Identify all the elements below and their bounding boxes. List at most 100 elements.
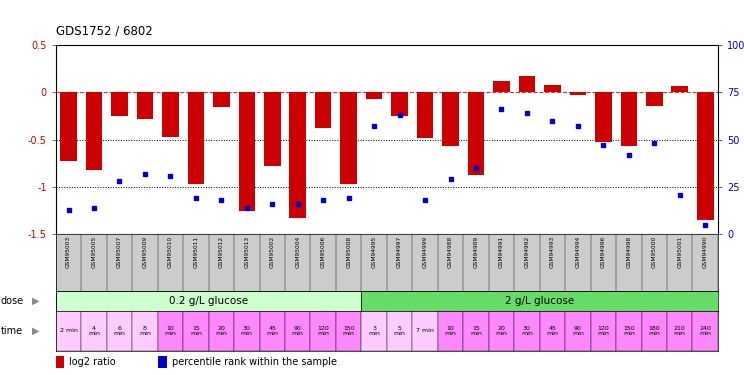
Text: GSM94993: GSM94993 xyxy=(550,236,555,268)
Text: GSM94988: GSM94988 xyxy=(448,236,453,268)
Bar xyxy=(544,85,561,92)
Text: 90
min: 90 min xyxy=(292,326,304,336)
Text: GSM94994: GSM94994 xyxy=(575,236,580,268)
Bar xyxy=(641,311,667,351)
Text: ▶: ▶ xyxy=(32,296,39,306)
Bar xyxy=(493,81,510,92)
Bar xyxy=(464,311,489,351)
Text: time: time xyxy=(1,326,23,336)
Bar xyxy=(56,356,65,368)
Bar xyxy=(646,92,663,106)
Text: GSM95003: GSM95003 xyxy=(66,236,71,268)
Text: 20
min: 20 min xyxy=(496,326,507,336)
Text: GSM95007: GSM95007 xyxy=(117,236,122,268)
Text: GSM95002: GSM95002 xyxy=(270,236,275,268)
Text: GSM94998: GSM94998 xyxy=(626,236,632,268)
Bar xyxy=(260,311,285,351)
Text: GDS1752 / 6802: GDS1752 / 6802 xyxy=(56,24,153,38)
Text: 90
min: 90 min xyxy=(572,326,584,336)
Text: GSM94996: GSM94996 xyxy=(601,236,606,268)
Bar xyxy=(315,92,332,128)
Bar xyxy=(565,311,591,351)
Bar xyxy=(183,311,208,351)
Bar xyxy=(234,311,260,351)
Bar xyxy=(239,92,255,211)
Bar xyxy=(111,92,128,116)
Bar xyxy=(208,311,234,351)
Text: 150
min: 150 min xyxy=(343,326,355,336)
Text: 20
min: 20 min xyxy=(216,326,227,336)
Bar xyxy=(362,291,718,311)
Bar xyxy=(570,92,586,95)
Text: GSM94990: GSM94990 xyxy=(703,236,708,268)
Text: log2 ratio: log2 ratio xyxy=(69,357,115,367)
Text: GSM95012: GSM95012 xyxy=(219,236,224,268)
Bar xyxy=(60,92,77,160)
Text: 15
min: 15 min xyxy=(470,326,482,336)
Text: 2 g/L glucose: 2 g/L glucose xyxy=(505,296,574,306)
Bar xyxy=(285,311,310,351)
Bar xyxy=(595,92,612,142)
Bar xyxy=(158,311,183,351)
Bar xyxy=(620,92,637,146)
Text: 180
min: 180 min xyxy=(648,326,660,336)
Bar xyxy=(693,311,718,351)
Bar xyxy=(132,311,158,351)
Bar xyxy=(56,291,362,311)
Bar xyxy=(366,92,382,99)
Bar xyxy=(86,92,102,170)
Text: dose: dose xyxy=(1,296,24,306)
Text: GSM95006: GSM95006 xyxy=(321,236,326,268)
Bar xyxy=(81,311,106,351)
Text: GSM95000: GSM95000 xyxy=(652,236,657,268)
Bar xyxy=(667,311,693,351)
Bar xyxy=(387,311,412,351)
Text: 210
min: 210 min xyxy=(674,326,686,336)
Text: GSM94992: GSM94992 xyxy=(525,236,530,268)
Bar xyxy=(336,311,362,351)
Bar xyxy=(137,92,153,119)
Bar xyxy=(391,92,408,116)
Text: 0.2 g/L glucose: 0.2 g/L glucose xyxy=(169,296,248,306)
Text: 6
min: 6 min xyxy=(114,326,126,336)
Bar xyxy=(417,92,433,138)
Text: 3
min: 3 min xyxy=(368,326,380,336)
Text: GSM94989: GSM94989 xyxy=(473,236,478,268)
Text: GSM95009: GSM95009 xyxy=(142,236,147,268)
Text: 45
min: 45 min xyxy=(547,326,558,336)
Text: 120
min: 120 min xyxy=(317,326,329,336)
Bar xyxy=(341,92,357,184)
Bar xyxy=(539,311,565,351)
Text: 30
min: 30 min xyxy=(241,326,253,336)
Bar xyxy=(437,311,464,351)
Text: 4
min: 4 min xyxy=(88,326,100,336)
Text: GSM94999: GSM94999 xyxy=(423,236,428,268)
Bar xyxy=(519,76,535,92)
Bar xyxy=(187,92,204,184)
Text: GSM95001: GSM95001 xyxy=(677,236,682,268)
Text: 120
min: 120 min xyxy=(597,326,609,336)
Text: ▶: ▶ xyxy=(32,326,39,336)
Text: percentile rank within the sample: percentile rank within the sample xyxy=(172,357,337,367)
Text: GSM95010: GSM95010 xyxy=(168,236,173,268)
Text: GSM95004: GSM95004 xyxy=(295,236,301,268)
Bar xyxy=(591,311,616,351)
Bar xyxy=(56,311,81,351)
Bar xyxy=(158,356,167,368)
Text: 45
min: 45 min xyxy=(266,326,278,336)
Text: GSM95011: GSM95011 xyxy=(193,236,199,268)
Bar xyxy=(162,92,179,137)
Text: 30
min: 30 min xyxy=(521,326,533,336)
Text: 10
min: 10 min xyxy=(164,326,176,336)
Bar xyxy=(412,311,437,351)
Bar xyxy=(697,92,713,220)
Text: 2 min: 2 min xyxy=(60,328,77,333)
Text: 240
min: 240 min xyxy=(699,326,711,336)
Bar xyxy=(489,311,514,351)
Text: GSM94991: GSM94991 xyxy=(499,236,504,268)
Bar xyxy=(672,86,688,92)
Bar xyxy=(264,92,280,166)
Bar xyxy=(106,311,132,351)
Text: 8
min: 8 min xyxy=(139,326,151,336)
Bar xyxy=(362,311,387,351)
